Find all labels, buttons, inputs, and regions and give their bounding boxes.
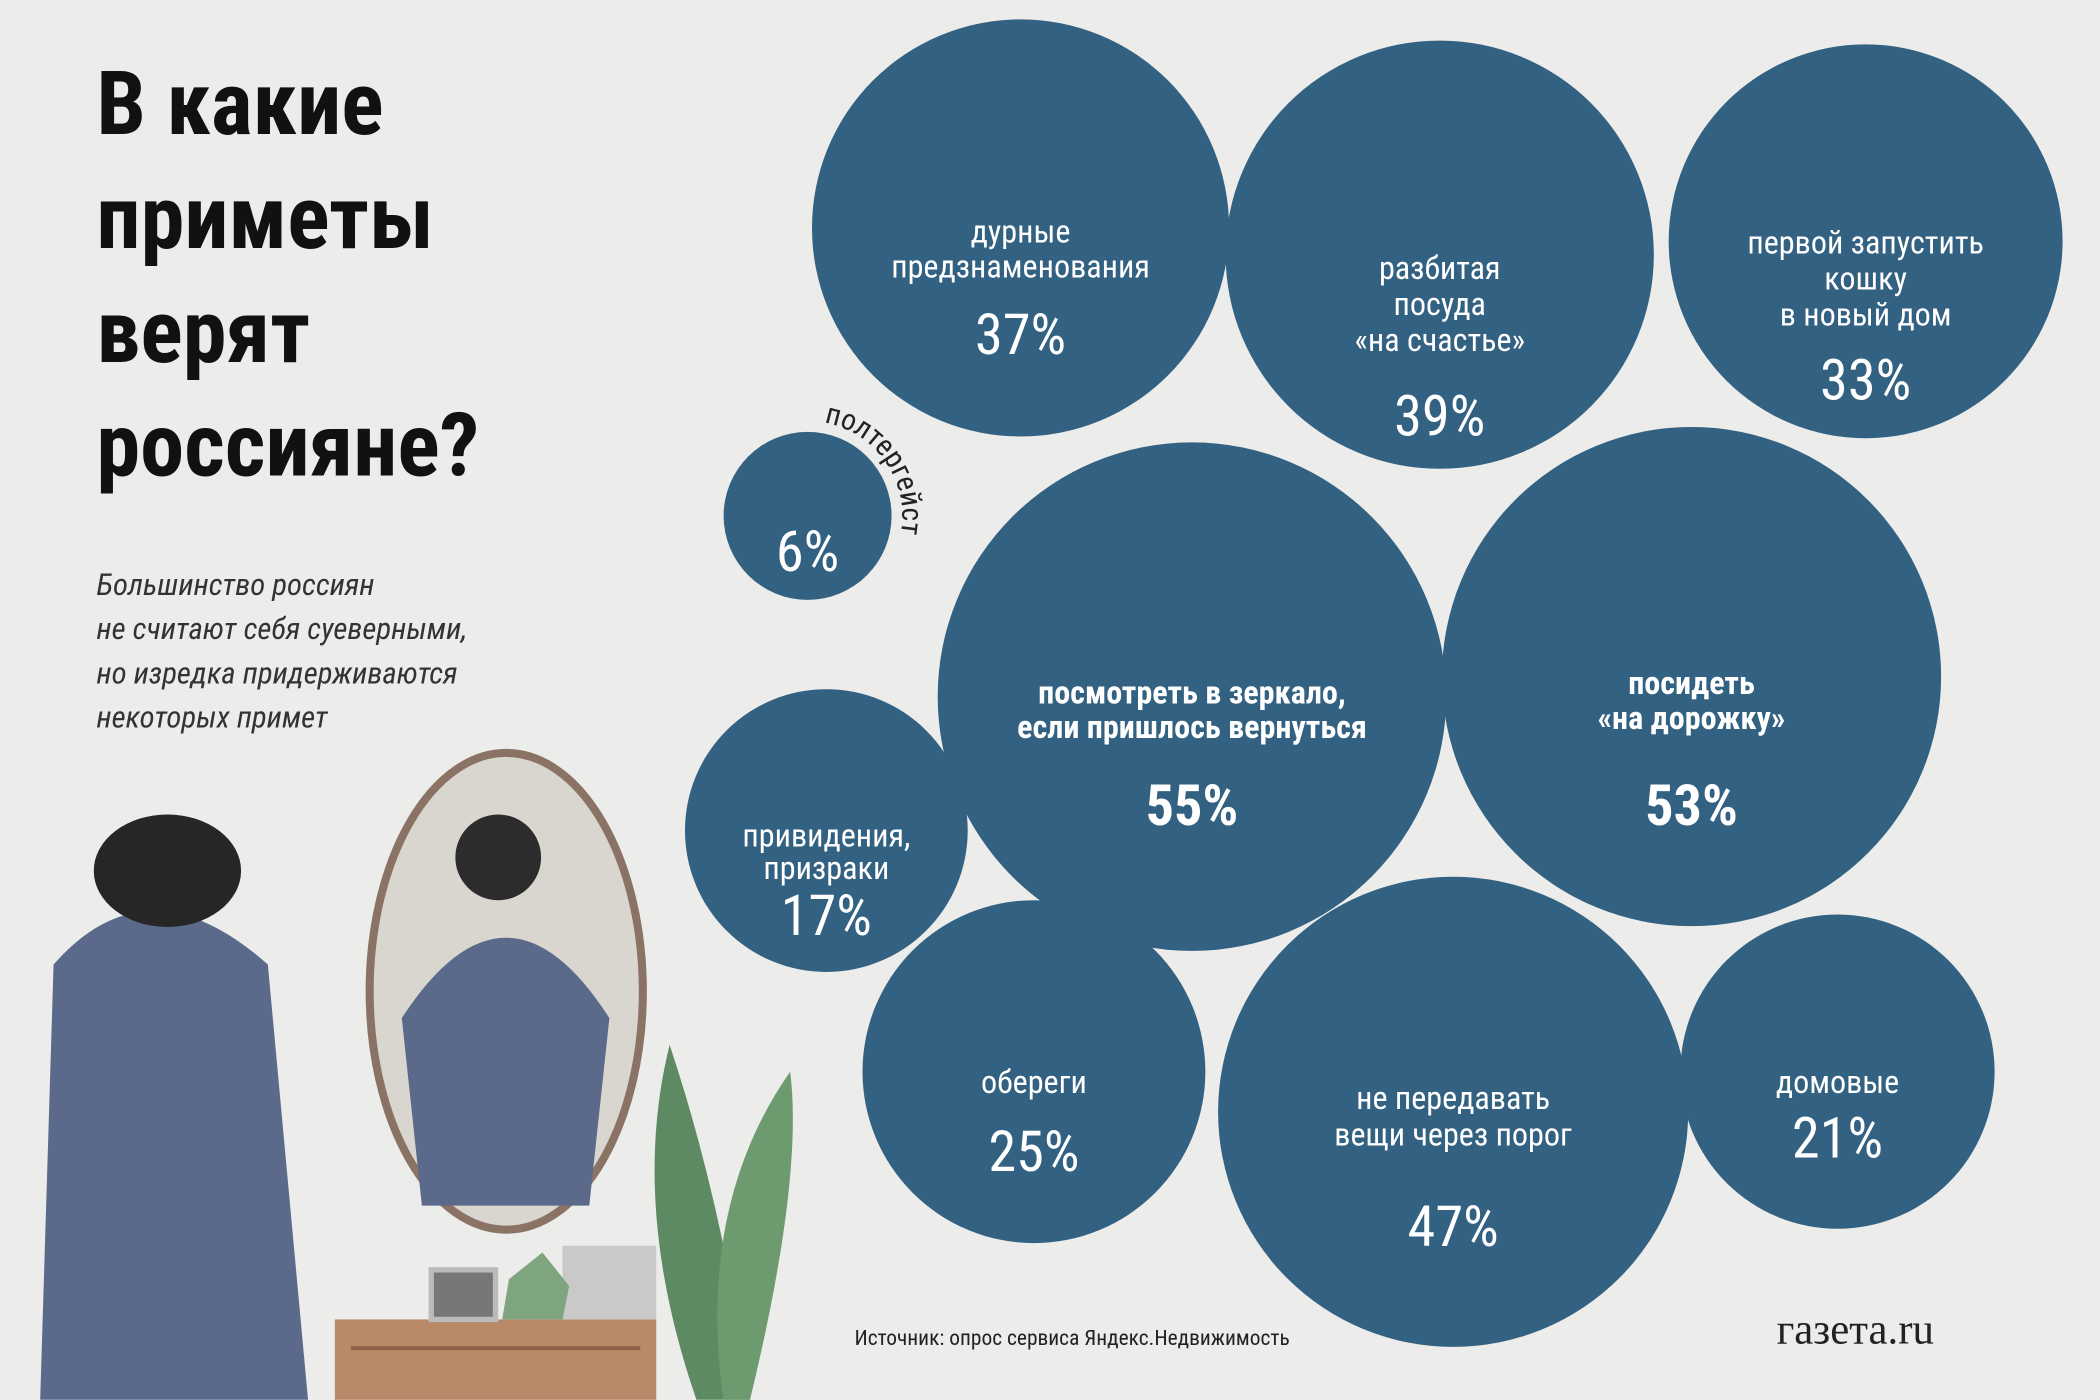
subtitle-line: не считают себя суеверными, (96, 610, 467, 647)
bubble-value: 21% (1792, 1105, 1883, 1171)
subtitle-line: Большинство россиян (96, 566, 374, 603)
bubbles: дурныепредзнаменования37%разбитаяпосуда«… (684, 19, 2063, 1347)
bubble-circle (1680, 914, 1995, 1229)
subtitle-line: некоторых примет (96, 698, 329, 735)
bubble-circle (684, 689, 968, 972)
bubble: посидеть«на дорожку» 53% (1441, 426, 1942, 927)
bubble-value: 37% (975, 302, 1066, 368)
bubble-circle (1668, 44, 2063, 439)
bubble-label: посмотреть в зеркало, (1038, 673, 1346, 711)
bubble-value: 55% (1146, 773, 1239, 839)
bubble-label: «на счастье» (1354, 321, 1525, 359)
bubble-label: если пришлось вернуться (1017, 708, 1367, 746)
illustration (40, 748, 793, 1400)
bubble-label: посуда (1394, 285, 1486, 323)
bubble-label: вещи через порог (1334, 1115, 1572, 1153)
bubble-label: привидения, (742, 817, 910, 855)
bubble-label: дурные (971, 213, 1071, 251)
bubble-label: призраки (763, 849, 889, 887)
subtitle: Большинство россиян не считают себя суеве… (96, 566, 467, 736)
bubble-value: 53% (1645, 773, 1738, 839)
bubble-label: в новый дом (1780, 296, 1952, 334)
bubble: домовые 21% (1680, 914, 1995, 1229)
bubble-value: 47% (1408, 1194, 1499, 1260)
title-line: россияне? (96, 394, 479, 498)
bubble-circle (1441, 426, 1942, 927)
source: Источник: опрос сервиса Яндекс.Недвижимо… (854, 1326, 1289, 1351)
bubble-label: домовые (1776, 1063, 1899, 1101)
bubble-label: разбитая (1379, 249, 1501, 287)
title-line: приметы (96, 166, 433, 270)
bubble-label: «на дорожку» (1598, 699, 1786, 737)
subtitle-line: но изредка придерживаются (96, 654, 457, 691)
bubble-label: посидеть (1628, 664, 1755, 702)
bubble: посмотреть в зеркало,если пришлось верну… (937, 442, 1447, 951)
bubble-circle (862, 900, 1206, 1244)
bubble-value: 25% (988, 1119, 1079, 1185)
bubble-circle (811, 19, 1230, 437)
bubble-label: кошку (1824, 260, 1907, 298)
bubble-value: 39% (1394, 383, 1485, 449)
bubble-circle (723, 431, 892, 600)
bubble-label: обереги (981, 1063, 1087, 1101)
title-line: верят (96, 280, 310, 384)
bubble-circle (1225, 40, 1654, 469)
logo: газета.ru (1777, 1307, 1934, 1354)
bubble-circle (937, 442, 1447, 951)
bubble-label: предзнаменования (891, 247, 1150, 285)
bubble-label: не передавать (1356, 1079, 1550, 1117)
bubble-value: 17% (781, 883, 872, 949)
bubble: обереги 25% (862, 900, 1206, 1244)
title-line: В какие (96, 52, 383, 156)
bubble-circle (1218, 876, 1689, 1347)
bubble-value: 33% (1820, 347, 1911, 413)
bubble-value: 6% (776, 519, 839, 585)
bubble-label: первой запустить (1747, 223, 1983, 261)
